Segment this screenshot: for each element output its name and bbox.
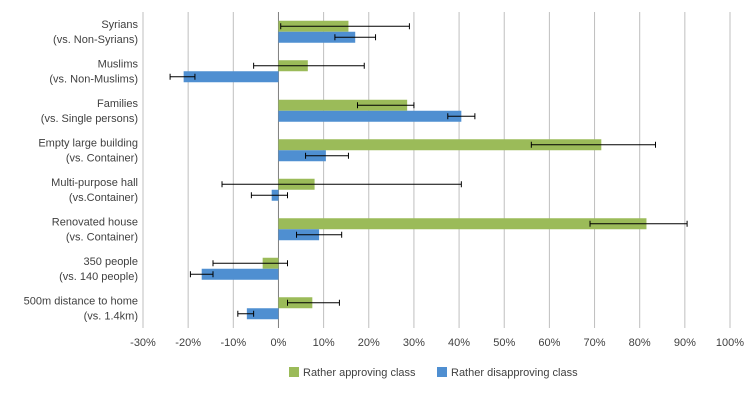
bar-disapproving [201, 268, 279, 280]
category-sublabel: (vs. Non-Syrians) [53, 34, 138, 46]
x-axis-tick-labels: -30% -20% -10% 0% 10% 20% 30% 40% 50% 60% 70% 80% 90… [130, 337, 744, 349]
category-label: Renovated house [52, 216, 138, 228]
category-labels: Syrians (vs. Non-Syrians) Muslims (vs. Non-… [24, 19, 139, 323]
x-tick-label: 30% [403, 337, 425, 349]
bars [183, 20, 647, 320]
bar-disapproving [278, 150, 326, 162]
x-tick-label: -10% [220, 337, 246, 349]
category-label: Multi-purpose hall [51, 177, 138, 189]
x-tick-label: 100% [716, 337, 744, 349]
legend-swatch-approving [289, 367, 299, 377]
category-sublabel: (vs. Single persons) [41, 113, 138, 125]
category-label: Syrians [101, 19, 138, 31]
category-sublabel: (vs. Non-Muslims) [49, 73, 138, 85]
x-tick-label: -30% [130, 337, 156, 349]
legend-label-approving: Rather approving class [303, 367, 416, 379]
category-sublabel: (vs. Container) [66, 231, 138, 243]
bar-disapproving [183, 71, 279, 83]
x-tick-label: 50% [493, 337, 515, 349]
x-tick-label: 0% [271, 337, 287, 349]
x-tick-label: -20% [175, 337, 201, 349]
category-sublabel: (vs.Container) [69, 192, 138, 204]
x-tick-label: 70% [584, 337, 606, 349]
x-tick-label: 20% [358, 337, 380, 349]
legend-swatch-disapproving [437, 367, 447, 377]
category-label: Families [97, 98, 138, 110]
category-label: Empty large building [38, 137, 138, 149]
category-sublabel: (vs. 1.4km) [84, 310, 138, 322]
legend-label-disapproving: Rather disapproving class [451, 367, 578, 379]
category-label: 350 people [84, 256, 138, 268]
x-tick-label: 40% [448, 337, 470, 349]
category-sublabel: (vs. 140 people) [59, 271, 138, 283]
bar-disapproving [278, 110, 462, 122]
x-tick-label: 60% [538, 337, 560, 349]
bar-disapproving [278, 31, 356, 43]
bar-disapproving [246, 308, 279, 320]
x-tick-label: 90% [674, 337, 696, 349]
category-label: Muslims [98, 58, 139, 70]
x-tick-label: 80% [629, 337, 651, 349]
category-label: 500m distance to home [24, 295, 138, 307]
gridlines [142, 12, 731, 328]
bar-approving [278, 139, 602, 151]
category-sublabel: (vs. Container) [66, 152, 138, 164]
error-bars [169, 23, 688, 317]
bar-approving [278, 218, 647, 230]
legend: Rather approving class Rather disapprovin… [289, 367, 578, 379]
x-tick-label: 10% [313, 337, 335, 349]
bar-approving [278, 99, 408, 111]
